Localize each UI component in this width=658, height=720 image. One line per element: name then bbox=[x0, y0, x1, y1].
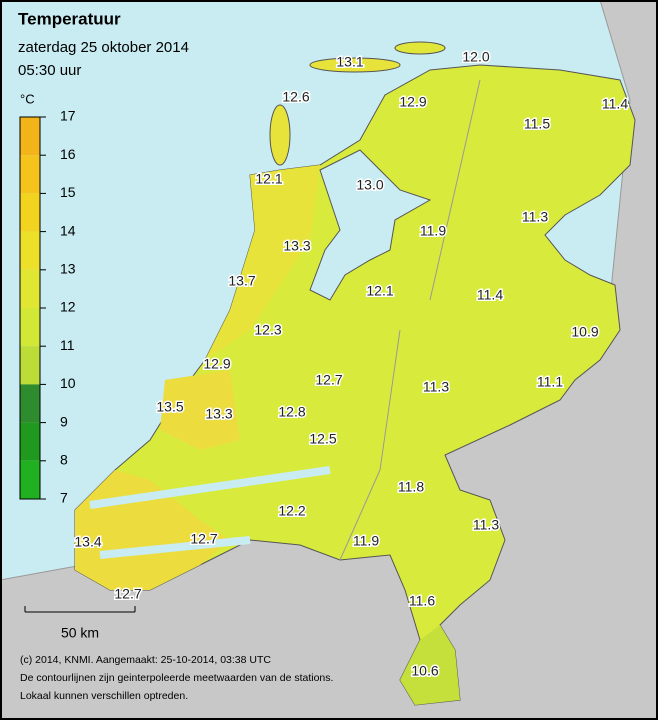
footer-line: De contourlijnen zijn geinterpoleerde me… bbox=[20, 672, 333, 684]
legend-band bbox=[20, 155, 40, 194]
legend-label: 16 bbox=[60, 146, 76, 162]
legend-band bbox=[20, 193, 40, 232]
station-value: 12.6 bbox=[282, 89, 309, 105]
station-value: 13.5 bbox=[156, 399, 183, 415]
contour bbox=[339, 79, 481, 561]
legend-band bbox=[20, 308, 40, 347]
station-value: 12.9 bbox=[399, 94, 426, 110]
date: zaterdag 25 oktober 2014 bbox=[18, 39, 189, 56]
legend-unit: °C bbox=[20, 91, 35, 106]
legend-label: 7 bbox=[60, 490, 68, 506]
time: 05:30 uur bbox=[18, 62, 81, 79]
station-value: 12.7 bbox=[190, 531, 217, 547]
legend-band bbox=[20, 384, 40, 423]
station-value: 11.3 bbox=[423, 379, 449, 395]
ijsselmeer bbox=[309, 149, 432, 301]
legend-label: 12 bbox=[60, 299, 76, 315]
station-value: 13.1 bbox=[336, 54, 363, 70]
legend-label: 14 bbox=[60, 222, 76, 238]
station-value: 11.6 bbox=[409, 593, 435, 609]
legend-band bbox=[20, 269, 40, 308]
station-value: 12.7 bbox=[114, 586, 141, 602]
station-value: 10.9 bbox=[571, 324, 598, 340]
legend-band bbox=[20, 460, 40, 499]
station-value: 12.1 bbox=[255, 171, 282, 187]
station-value: 11.8 bbox=[398, 479, 424, 495]
legend-label: 15 bbox=[60, 184, 76, 200]
station-value: 12.3 bbox=[254, 322, 281, 338]
scale-label: 50 km bbox=[61, 625, 99, 641]
station-value: 11.9 bbox=[353, 533, 379, 549]
station-value: 11.3 bbox=[473, 517, 499, 533]
title: Temperatuur bbox=[18, 9, 121, 28]
station-value: 11.5 bbox=[524, 116, 550, 132]
warm-zone bbox=[205, 165, 320, 360]
station-value: 13.0 bbox=[356, 177, 383, 193]
estuary bbox=[89, 466, 331, 559]
island bbox=[394, 41, 446, 55]
station-value: 12.7 bbox=[315, 372, 342, 388]
legend-label: 13 bbox=[60, 261, 76, 277]
station-value: 13.3 bbox=[205, 406, 232, 422]
legend-band bbox=[20, 422, 40, 461]
station-value: 12.0 bbox=[462, 49, 489, 65]
footer-line: Lokaal kunnen verschillen optreden. bbox=[20, 690, 188, 702]
legend-label: 9 bbox=[60, 413, 68, 429]
footer-line: (c) 2014, KNMI. Aangemaakt: 25-10-2014, … bbox=[20, 654, 271, 666]
station-value: 11.4 bbox=[477, 287, 503, 303]
station-value: 11.4 bbox=[602, 96, 628, 112]
legend-band bbox=[20, 117, 40, 156]
station-value: 11.3 bbox=[522, 209, 548, 225]
station-value: 12.8 bbox=[278, 404, 305, 420]
legend-label: 8 bbox=[60, 452, 68, 468]
legend-label: 11 bbox=[60, 337, 75, 353]
station-value: 11.9 bbox=[420, 223, 446, 239]
warm-zone bbox=[160, 370, 240, 450]
legend-label: 17 bbox=[60, 108, 76, 124]
island bbox=[309, 57, 401, 73]
station-value: 12.1 bbox=[366, 283, 393, 299]
island bbox=[269, 104, 291, 166]
station-value: 10.6 bbox=[411, 663, 438, 679]
legend-band bbox=[20, 346, 40, 385]
station-value: 12.2 bbox=[278, 503, 305, 519]
station-value: 13.3 bbox=[283, 238, 310, 254]
legend-band bbox=[20, 231, 40, 270]
legend-label: 10 bbox=[60, 375, 76, 391]
station-value: 11.1 bbox=[537, 374, 563, 390]
cool-zone bbox=[400, 625, 460, 705]
station-value: 12.9 bbox=[203, 356, 230, 372]
station-value: 13.4 bbox=[74, 534, 101, 550]
station-value: 13.7 bbox=[228, 273, 255, 289]
station-value: 12.5 bbox=[309, 431, 336, 447]
